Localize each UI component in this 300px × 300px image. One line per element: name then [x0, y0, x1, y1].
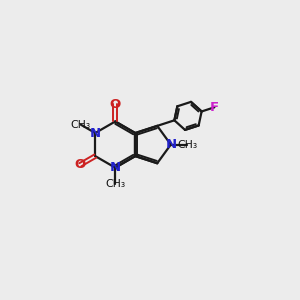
Text: N: N	[110, 161, 121, 174]
Text: N: N	[165, 138, 176, 151]
Text: F: F	[210, 101, 219, 114]
Text: O: O	[110, 98, 121, 111]
Text: CH₃: CH₃	[71, 120, 91, 130]
Text: CH₃: CH₃	[177, 140, 197, 150]
Text: O: O	[75, 158, 86, 171]
Text: N: N	[90, 127, 101, 140]
Text: CH₃: CH₃	[105, 179, 125, 189]
